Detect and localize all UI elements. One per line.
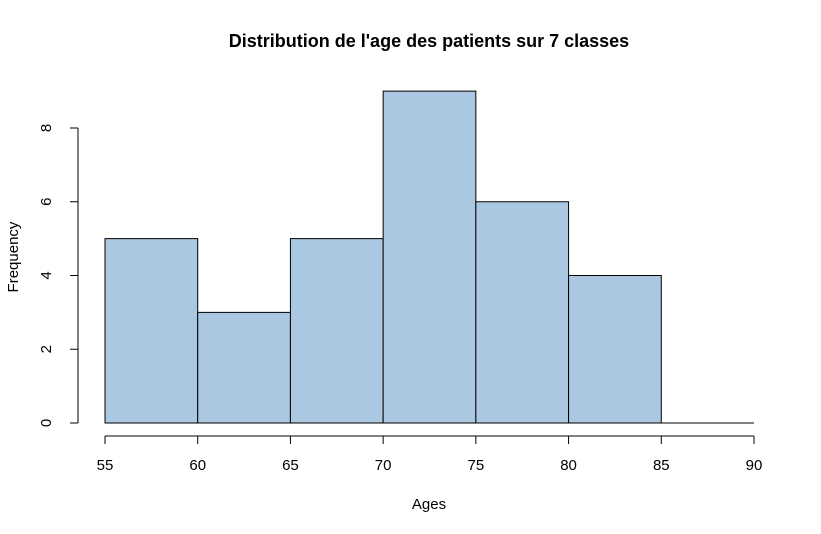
x-tick-label: 60 bbox=[189, 457, 206, 474]
histogram-bar bbox=[197, 311, 291, 424]
y-tick-label: 6 bbox=[38, 198, 55, 206]
bars-group bbox=[104, 90, 754, 424]
histogram-bar bbox=[382, 90, 477, 424]
x-tick-label: 70 bbox=[375, 457, 392, 474]
histogram-bar bbox=[568, 275, 662, 424]
y-axis-label: Frequency bbox=[5, 221, 22, 292]
x-axis-label: Ages bbox=[412, 496, 446, 513]
y-tick-label: 0 bbox=[38, 419, 55, 427]
histogram-bar bbox=[289, 238, 384, 424]
x-tick-label: 80 bbox=[560, 457, 577, 474]
x-tick-label: 75 bbox=[468, 457, 485, 474]
y-tick-label: 8 bbox=[38, 124, 55, 132]
x-tick-label: 65 bbox=[282, 457, 299, 474]
y-ticks-group: 0 2 4 6 8 bbox=[38, 124, 78, 427]
y-tick-label: 4 bbox=[38, 271, 55, 279]
x-ticks-group: 55 60 65 70 75 80 85 90 bbox=[97, 436, 763, 474]
y-tick-label: 2 bbox=[38, 345, 55, 353]
chart-title: Distribution de l'age des patients sur 7… bbox=[229, 31, 629, 51]
histogram-bar bbox=[475, 201, 570, 424]
x-tick-label: 85 bbox=[653, 457, 670, 474]
x-tick-label: 90 bbox=[746, 457, 763, 474]
x-tick-label: 55 bbox=[97, 457, 114, 474]
histogram-bar bbox=[104, 238, 199, 424]
